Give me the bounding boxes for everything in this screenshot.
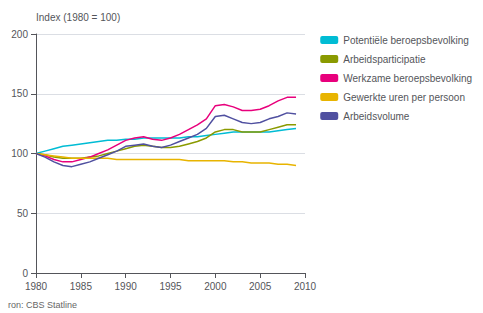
svg-text:200: 200 [11,29,28,40]
svg-text:1980: 1980 [25,281,48,292]
svg-text:Werkzame beroepsbevolking: Werkzame beroepsbevolking [343,73,472,84]
svg-text:1990: 1990 [115,281,138,292]
svg-text:1995: 1995 [159,281,182,292]
svg-text:2000: 2000 [204,281,227,292]
svg-text:150: 150 [11,88,28,99]
svg-text:0: 0 [22,268,28,279]
svg-text:50: 50 [17,208,29,219]
svg-text:1985: 1985 [70,281,93,292]
svg-text:Arbeidsvolume: Arbeidsvolume [343,111,410,122]
svg-text:Potentiële beroepsbevolking: Potentiële beroepsbevolking [343,35,469,46]
svg-text:2005: 2005 [249,281,272,292]
svg-text:Index (1980 = 100): Index (1980 = 100) [36,12,120,23]
svg-text:Arbeidsparticipatie: Arbeidsparticipatie [343,54,426,65]
svg-text:2010: 2010 [294,281,317,292]
svg-text:Gewerkte uren per persoon: Gewerkte uren per persoon [343,92,465,103]
svg-text:100: 100 [11,148,28,159]
svg-text:ron: CBS Statline: ron: CBS Statline [8,300,77,310]
